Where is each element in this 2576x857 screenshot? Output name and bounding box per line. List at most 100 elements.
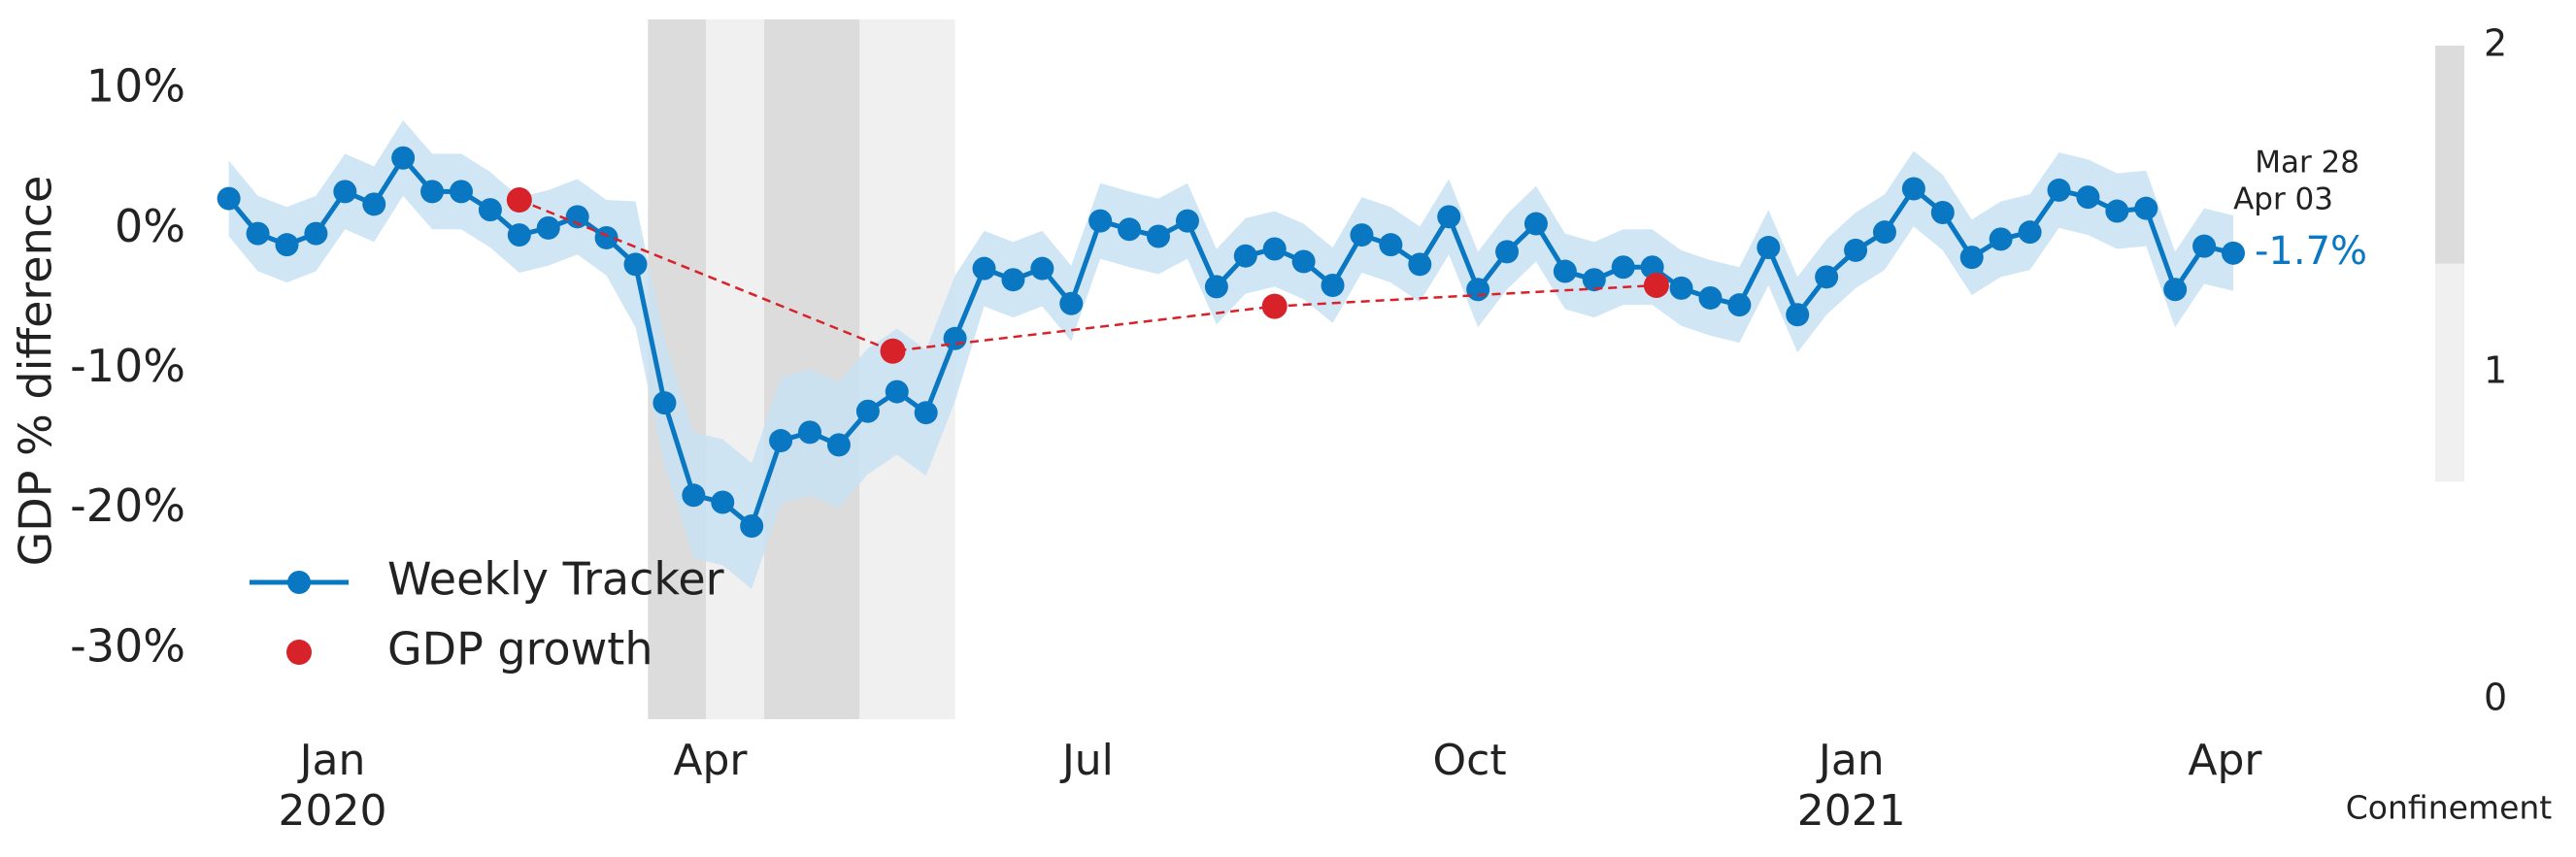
annotation: Mar 28 bbox=[2255, 146, 2359, 181]
tracker-point bbox=[2163, 278, 2188, 302]
tracker-point bbox=[2134, 196, 2158, 220]
tracker-point bbox=[1611, 255, 1635, 280]
tracker-point bbox=[565, 205, 589, 229]
x-tick-label: Apr bbox=[2188, 736, 2262, 785]
tracker-point bbox=[1669, 276, 1693, 300]
annotation: Apr 03 bbox=[2233, 182, 2333, 217]
y-tick-label: 10% bbox=[86, 60, 185, 113]
tracker-point bbox=[2018, 220, 2042, 245]
tracker-point bbox=[1901, 177, 1925, 201]
x-tick-label: Apr bbox=[673, 736, 748, 785]
x-tick-label: Jul bbox=[1061, 736, 1114, 785]
tracker-point bbox=[2047, 178, 2071, 202]
tracker-point bbox=[1030, 256, 1054, 280]
tracker-point bbox=[1698, 285, 1723, 310]
tracker-point bbox=[536, 215, 560, 240]
tracker-point bbox=[740, 514, 764, 539]
tracker-point bbox=[1001, 268, 1025, 292]
tracker-point bbox=[914, 401, 938, 425]
tracker-point bbox=[1408, 252, 1432, 277]
tracker-point bbox=[507, 223, 531, 247]
tracker-point bbox=[217, 186, 241, 211]
tracker-point bbox=[1582, 268, 1606, 292]
tracker-point bbox=[1118, 217, 1142, 242]
tracker-point bbox=[1350, 223, 1374, 247]
colorbar-tick-label: 1 bbox=[2484, 349, 2507, 392]
x-tick-label: Jan 2020 bbox=[278, 736, 387, 836]
tracker-point bbox=[478, 198, 502, 222]
confidence-band bbox=[228, 119, 2234, 589]
legend-label: Weekly Tracker bbox=[387, 553, 724, 606]
tracker-point bbox=[1989, 227, 2013, 251]
tracker-point bbox=[449, 180, 473, 204]
tracker-point bbox=[362, 192, 386, 216]
y-tick-label: -30% bbox=[70, 619, 185, 672]
x-tick-label: Jan 2021 bbox=[1796, 736, 1906, 836]
tracker-point bbox=[769, 429, 793, 453]
tracker-point bbox=[1523, 212, 1548, 236]
tracker-point bbox=[1088, 209, 1113, 233]
y-tick-label: -10% bbox=[70, 340, 185, 392]
tracker-point bbox=[1553, 259, 1577, 283]
tracker-point bbox=[1233, 244, 1257, 268]
tracker-point bbox=[2222, 241, 2245, 265]
tracker-point bbox=[972, 256, 996, 280]
tracker-point bbox=[885, 379, 909, 404]
tracker-point bbox=[1844, 238, 1868, 262]
tracker-point bbox=[798, 420, 822, 445]
y-axis-label: GDP % difference bbox=[10, 176, 62, 567]
tracker-point bbox=[1786, 303, 1810, 327]
tracker-point bbox=[304, 221, 328, 246]
tracker-point bbox=[682, 483, 706, 508]
tracker-point bbox=[1379, 233, 1403, 257]
tracker-point bbox=[594, 225, 619, 249]
tracker-point bbox=[1321, 273, 1345, 297]
tracker-point bbox=[943, 326, 967, 350]
tracker-point bbox=[1466, 278, 1490, 302]
tracker-point bbox=[1872, 220, 1896, 245]
tracker-line bbox=[226, 155, 2234, 529]
tracker-point bbox=[1059, 291, 1084, 315]
tracker-point bbox=[1262, 237, 1287, 261]
tracker-point bbox=[1959, 246, 1984, 270]
y-tick-label: 0% bbox=[115, 200, 185, 252]
tracker-point bbox=[1756, 236, 1781, 260]
tracker-point bbox=[391, 146, 416, 170]
tracker-point bbox=[420, 180, 445, 204]
tracker-point bbox=[2076, 185, 2100, 210]
gdp-point bbox=[1261, 293, 1288, 319]
tracker-point bbox=[1815, 265, 1839, 289]
y-tick-label: -20% bbox=[70, 479, 185, 532]
confinement-period bbox=[706, 19, 764, 719]
colorbar-segment bbox=[2435, 263, 2464, 482]
tracker-point bbox=[1495, 240, 1520, 264]
tracker-point bbox=[1437, 205, 1461, 229]
colorbar-tick-label: 2 bbox=[2484, 22, 2507, 65]
tracker-point bbox=[1291, 249, 1316, 274]
tracker-point bbox=[275, 233, 299, 257]
tracker-point bbox=[2192, 234, 2217, 258]
colorbar-tick-label: 0 bbox=[2484, 676, 2507, 719]
tracker-point bbox=[855, 399, 880, 423]
gdp-point bbox=[1643, 272, 1669, 298]
gdp-point bbox=[880, 338, 906, 364]
legend-marker bbox=[286, 640, 312, 665]
colorbar-segment bbox=[2435, 481, 2464, 700]
tracker-point bbox=[652, 391, 677, 415]
tracker-point bbox=[623, 252, 648, 277]
x-tick-label: Oct bbox=[1432, 736, 1507, 785]
tracker-point bbox=[2105, 199, 2129, 223]
confinement-layer bbox=[648, 19, 955, 719]
legend-label: GDP growth bbox=[387, 623, 652, 676]
tracker-point bbox=[1930, 200, 1955, 224]
confinement-period bbox=[763, 19, 860, 719]
tracker-point bbox=[1147, 224, 1171, 248]
tracker-point bbox=[826, 433, 851, 457]
colorbar-label: Confinement bbox=[2346, 789, 2553, 827]
gdp-point bbox=[506, 187, 532, 214]
tracker-point bbox=[1175, 209, 1199, 233]
value-label: -1.7% bbox=[2255, 229, 2367, 274]
tracker-point bbox=[1727, 293, 1752, 317]
